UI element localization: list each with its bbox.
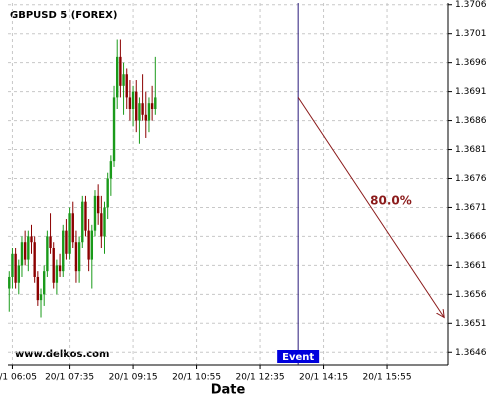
candle-body bbox=[52, 248, 55, 283]
x-tick-label: 20/1 07:35 bbox=[45, 373, 94, 383]
candle-body bbox=[116, 56, 119, 98]
x-tick-label: 20/1 10:55 bbox=[172, 373, 221, 383]
watermark: www.delkos.com bbox=[15, 349, 109, 360]
y-tick-label: 1.3696 bbox=[455, 58, 487, 68]
candle-body bbox=[103, 207, 106, 237]
candle-body bbox=[131, 91, 135, 109]
candle-body bbox=[71, 213, 74, 243]
candle-body bbox=[119, 56, 122, 86]
projection-arrow bbox=[297, 97, 444, 317]
candle-body bbox=[65, 230, 68, 254]
projection-label: 80.0% bbox=[370, 194, 412, 208]
candle-body bbox=[58, 265, 62, 272]
y-tick-label: 1.3646 bbox=[455, 348, 487, 358]
candle-body bbox=[125, 74, 128, 98]
candle-body bbox=[147, 103, 151, 121]
x-tick-label: 20/1 12:35 bbox=[236, 373, 285, 383]
candle-body bbox=[20, 242, 24, 266]
candle-body bbox=[11, 253, 14, 277]
candle-body bbox=[49, 236, 52, 249]
candle-body bbox=[17, 265, 20, 283]
x-tick-label: 20/1 15:55 bbox=[363, 373, 412, 383]
y-tick-label: 1.3671 bbox=[455, 203, 487, 213]
y-tick-label: 1.3686 bbox=[455, 116, 487, 126]
candle-body bbox=[96, 195, 100, 214]
candle-body bbox=[128, 97, 132, 109]
candle-body bbox=[36, 276, 40, 301]
chart-title: GBPUSD 5 (FOREX) bbox=[10, 10, 117, 21]
candle-body bbox=[74, 242, 78, 272]
candle-body bbox=[23, 242, 27, 260]
candle-body bbox=[144, 114, 147, 121]
candle-body bbox=[84, 201, 87, 231]
candle-body bbox=[62, 230, 65, 272]
y-tick-label: 1.3656 bbox=[455, 290, 487, 300]
candle-body bbox=[87, 230, 90, 260]
candle-body bbox=[81, 201, 84, 243]
candle-body bbox=[42, 271, 46, 295]
candle-body bbox=[106, 178, 109, 208]
y-tick-label: 1.3661 bbox=[455, 261, 487, 271]
candle-body bbox=[14, 253, 17, 283]
candle-body bbox=[68, 213, 71, 254]
candle-body bbox=[122, 74, 125, 86]
candle-body bbox=[112, 97, 116, 162]
candle-body bbox=[138, 103, 141, 121]
candle-body bbox=[100, 213, 103, 237]
y-tick-label: 1.3651 bbox=[455, 319, 487, 329]
candle-body bbox=[141, 103, 144, 115]
y-tick-label: 1.3666 bbox=[455, 232, 487, 242]
candle-body bbox=[27, 236, 30, 260]
y-tick-label: 1.3676 bbox=[455, 174, 487, 184]
candle-body bbox=[55, 265, 59, 283]
event-box bbox=[277, 350, 320, 363]
candle-body bbox=[8, 276, 11, 289]
y-tick-label: 1.3681 bbox=[455, 145, 487, 155]
candle-body bbox=[135, 91, 138, 121]
candle-body bbox=[30, 236, 33, 243]
candle-body bbox=[39, 294, 43, 301]
y-tick-label: 1.3691 bbox=[455, 87, 487, 97]
candle-body bbox=[109, 161, 113, 179]
candle-body bbox=[90, 230, 94, 260]
candle-body bbox=[154, 97, 157, 109]
y-tick-label: 1.3706 bbox=[455, 0, 487, 10]
candle-body bbox=[46, 236, 49, 272]
y-tick-label: 1.3701 bbox=[455, 29, 487, 39]
x-axis-label: Date bbox=[211, 383, 246, 398]
event-label: Event bbox=[282, 352, 314, 363]
candle-body bbox=[33, 242, 36, 277]
candle-body bbox=[93, 195, 97, 231]
candle-body bbox=[77, 242, 81, 272]
x-tick-label: 20/1 06:05 bbox=[0, 373, 37, 383]
x-tick-label: 20/1 14:15 bbox=[299, 373, 348, 383]
candle-body bbox=[150, 103, 154, 109]
x-tick-label: 20/1 09:15 bbox=[109, 373, 158, 383]
